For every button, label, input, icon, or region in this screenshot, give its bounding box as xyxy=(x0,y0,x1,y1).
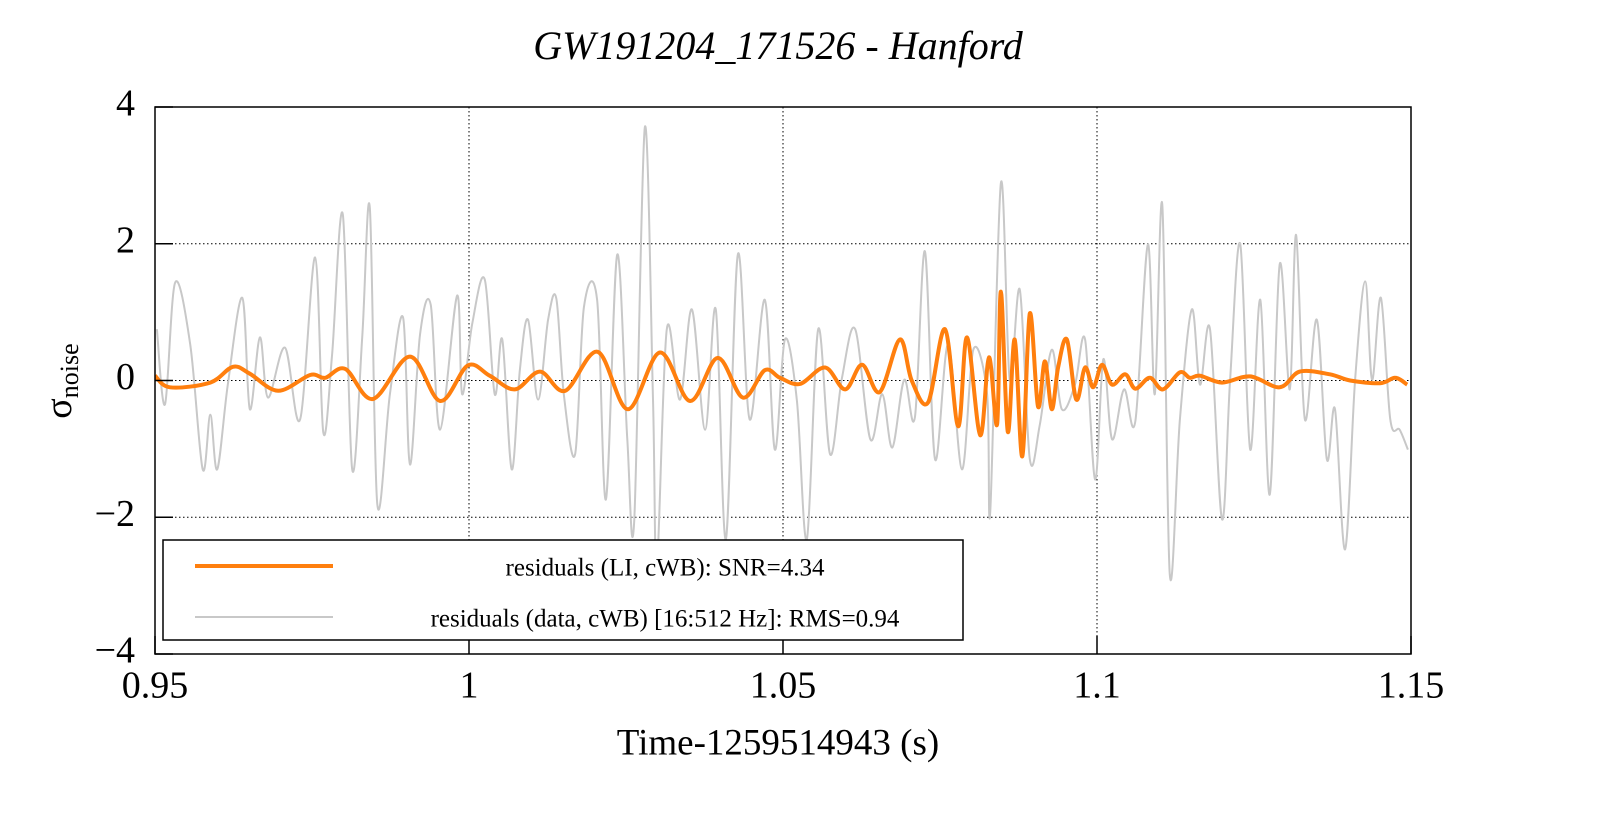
y-tick-label: 0 xyxy=(116,356,135,398)
plot-lines xyxy=(155,125,1409,582)
x-tick-label: 1.05 xyxy=(750,665,817,707)
y-tick-label: 2 xyxy=(116,219,135,261)
x-tick-label: 1.15 xyxy=(1378,665,1445,707)
y-tick-label: −4 xyxy=(95,630,135,672)
y-axis-label: σnoise xyxy=(38,343,84,418)
x-tick-label: 1.1 xyxy=(1073,665,1121,707)
ticks: 0.95 1 1.05 1.1 1.15 −4 −2 0 2 4 xyxy=(95,83,1445,707)
legend-label: residuals (LI, cWB): SNR=4.34 xyxy=(506,555,825,582)
y-axis-symbol: σ xyxy=(38,398,80,418)
x-axis-label: Time-1259514943 (s) xyxy=(617,722,939,763)
y-tick-label: −2 xyxy=(95,493,135,535)
legend: residuals (LI, cWB): SNR=4.34 residuals (… xyxy=(162,539,964,641)
x-tick-label: 0.95 xyxy=(122,665,189,707)
y-axis-subscript: noise xyxy=(55,343,84,398)
y-tick-label: 4 xyxy=(116,83,135,125)
x-tick-label: 1 xyxy=(460,665,479,707)
series-line xyxy=(155,289,1409,459)
chart-title: GW191204_171526 - Hanford xyxy=(533,23,1024,68)
legend-label: residuals (data, cWB) [16:512 Hz]: RMS=0… xyxy=(431,606,900,633)
series-line xyxy=(155,125,1409,582)
legend-box xyxy=(162,539,964,641)
